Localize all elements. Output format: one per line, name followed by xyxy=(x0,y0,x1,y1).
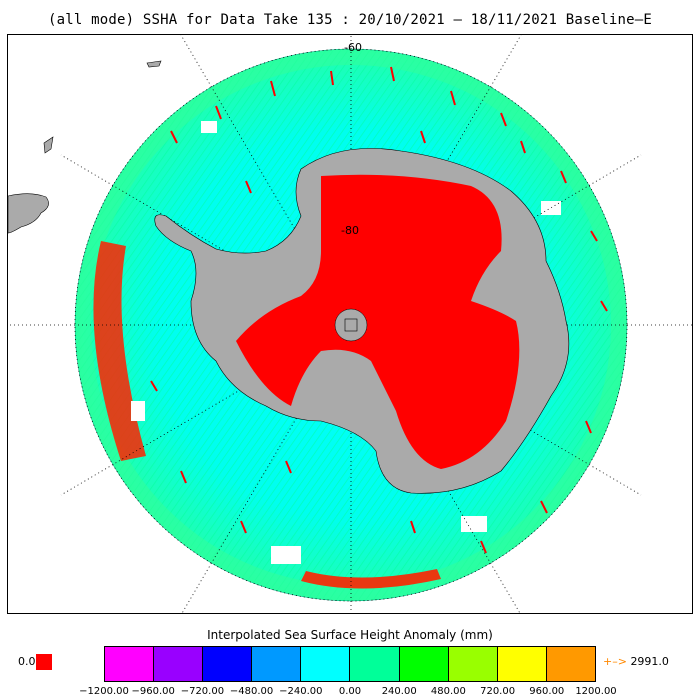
over-range-arrow-icon: +–> xyxy=(603,655,627,668)
colorbar-tick-label: −240.00 xyxy=(279,686,323,697)
colorbar-tick-label: −720.00 xyxy=(180,686,225,697)
colorbar-swatch xyxy=(399,647,449,681)
colorbar-tick-label: 1200.00 xyxy=(575,686,617,697)
map-frame: -60 -80 xyxy=(7,34,693,614)
under-range-label: 0.0 xyxy=(18,655,36,668)
colorbar-swatch xyxy=(105,647,155,681)
colorbar-title: Interpolated Sea Surface Height Anomaly … xyxy=(207,628,493,642)
colorbar-tick-label: −1200.00 xyxy=(79,686,129,697)
colorbar-tick-label: −480.00 xyxy=(229,686,274,697)
colorbar-tick-label: −960.00 xyxy=(131,686,175,697)
colorbar-swatch xyxy=(350,647,400,681)
colorbar-swatch xyxy=(546,647,595,681)
over-range-label: +–> 2991.0 xyxy=(603,655,669,668)
colorbar-swatch xyxy=(301,647,351,681)
colorbar-tick-label: 720.00 xyxy=(480,686,516,697)
under-range-swatch xyxy=(36,654,52,670)
colorbar-swatch xyxy=(497,647,547,681)
polar-map xyxy=(8,35,692,613)
colorbar-tick-label: 0.00 xyxy=(338,686,362,697)
colorbar-tick-label: 480.00 xyxy=(430,686,466,697)
colorbar-tick-label: 240.00 xyxy=(381,686,417,697)
colorbar-swatch xyxy=(154,647,204,681)
colorbar-swatch xyxy=(203,647,253,681)
over-range-value: 2991.0 xyxy=(630,655,669,668)
plot-title: (all mode) SSHA for Data Take 135 : 20/1… xyxy=(47,12,652,28)
antarctica-landmass xyxy=(154,148,570,494)
south-america-tip xyxy=(8,60,162,234)
latitude-label-60: -60 xyxy=(344,41,362,54)
colorbar xyxy=(104,646,596,682)
colorbar-swatch xyxy=(252,647,302,681)
colorbar-swatch xyxy=(448,647,498,681)
colorbar-tick-label: 960.00 xyxy=(529,686,565,697)
latitude-label-80: -80 xyxy=(341,224,359,237)
